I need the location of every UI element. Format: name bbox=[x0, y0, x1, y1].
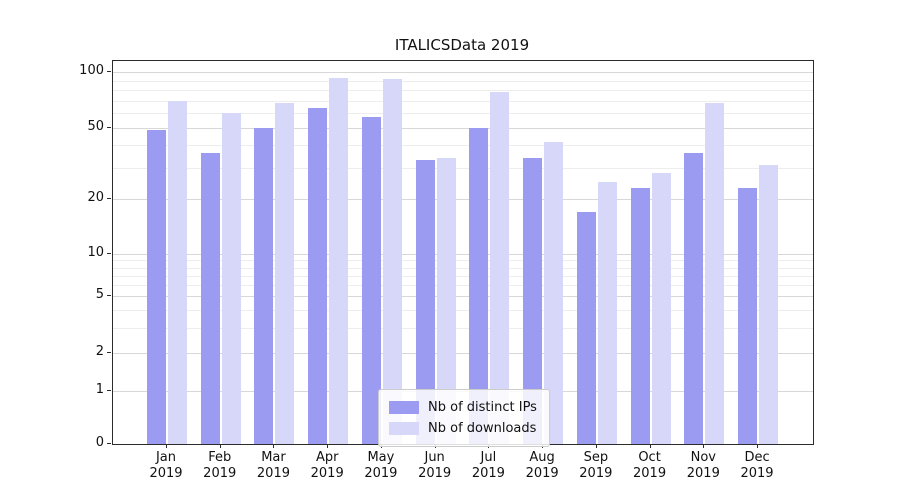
legend-entry-distinct-ips: Nb of distinct IPs bbox=[389, 397, 537, 418]
x-tick-label-sep: Sep 2019 bbox=[579, 450, 613, 481]
y-tick-label: 100 bbox=[79, 63, 104, 79]
x-tick-label-jan: Jan 2019 bbox=[149, 450, 183, 481]
legend-label-downloads: Nb of downloads bbox=[428, 421, 537, 436]
y-tick-mark bbox=[107, 253, 111, 255]
bar-downloads-feb bbox=[221, 113, 241, 444]
bar-downloads-nov bbox=[705, 103, 725, 444]
x-tick-mark bbox=[327, 444, 329, 448]
x-tick-label-aug: Aug 2019 bbox=[525, 450, 559, 481]
minor-gridline bbox=[113, 113, 813, 115]
bar-distinct-ips-nov bbox=[684, 153, 704, 444]
bar-downloads-apr bbox=[329, 77, 349, 444]
x-tick-label-feb: Feb 2019 bbox=[203, 450, 237, 481]
legend-entry-downloads: Nb of downloads bbox=[389, 418, 537, 439]
y-tick-label: 0 bbox=[95, 435, 104, 450]
x-tick-mark bbox=[166, 444, 167, 448]
y-tick-label: 5 bbox=[95, 287, 104, 303]
bar-downloads-sep bbox=[597, 181, 617, 444]
minor-gridline bbox=[113, 80, 813, 82]
major-gridline bbox=[113, 296, 813, 298]
y-tick-mark bbox=[107, 127, 111, 129]
y-tick-label: 1 bbox=[95, 382, 104, 398]
bar-downloads-jun bbox=[436, 157, 456, 444]
major-gridline bbox=[113, 128, 813, 130]
bar-distinct-ips-apr bbox=[308, 108, 328, 444]
x-tick-mark bbox=[703, 444, 705, 448]
legend: Nb of distinct IPs Nb of downloads bbox=[378, 389, 550, 447]
x-tick-label-apr: Apr 2019 bbox=[310, 450, 344, 481]
y-tick-mark bbox=[107, 71, 111, 73]
x-tick-label-may: May 2019 bbox=[364, 450, 398, 481]
legend-swatch-downloads bbox=[389, 422, 419, 435]
bar-distinct-ips-sep bbox=[576, 211, 596, 444]
minor-gridline bbox=[113, 167, 813, 169]
y-tick-mark bbox=[107, 390, 111, 392]
minor-gridline bbox=[113, 90, 813, 92]
minor-gridline bbox=[113, 285, 813, 287]
minor-gridline bbox=[113, 309, 813, 311]
bar-downloads-mar bbox=[275, 103, 295, 444]
y-tick-label: 10 bbox=[87, 245, 104, 261]
major-gridline bbox=[113, 198, 813, 200]
bar-distinct-ips-aug bbox=[523, 157, 543, 444]
legend-swatch-distinct-ips bbox=[389, 401, 419, 414]
bar-distinct-ips-oct bbox=[630, 188, 650, 444]
minor-gridline bbox=[113, 327, 813, 329]
bar-distinct-ips-feb bbox=[200, 153, 220, 444]
y-tick-mark bbox=[107, 443, 111, 444]
minor-gridline bbox=[113, 100, 813, 102]
bar-downloads-may bbox=[382, 78, 402, 444]
y-tick-mark bbox=[107, 295, 111, 297]
x-tick-mark bbox=[595, 444, 597, 448]
minor-gridline bbox=[113, 260, 813, 262]
minor-gridline bbox=[113, 275, 813, 277]
major-gridline bbox=[113, 254, 813, 256]
major-gridline bbox=[113, 72, 813, 74]
x-tick-label-dec: Dec 2019 bbox=[740, 450, 774, 481]
x-tick-mark bbox=[219, 444, 221, 448]
bar-downloads-oct bbox=[651, 172, 671, 444]
bar-distinct-ips-mar bbox=[254, 128, 274, 444]
bar-distinct-ips-jun bbox=[415, 160, 435, 444]
bar-distinct-ips-may bbox=[361, 117, 381, 444]
bar-distinct-ips-dec bbox=[738, 188, 758, 444]
x-tick-label-nov: Nov 2019 bbox=[686, 450, 720, 481]
bar-downloads-jan bbox=[168, 100, 187, 444]
plot-area: Nb of distinct IPs Nb of downloads bbox=[112, 60, 814, 447]
y-tick-label: 50 bbox=[87, 119, 104, 135]
y-tick-mark bbox=[107, 351, 111, 353]
minor-gridline bbox=[113, 145, 813, 147]
bar-downloads-dec bbox=[759, 164, 779, 444]
y-tick-mark bbox=[107, 197, 111, 199]
bar-distinct-ips-jan bbox=[147, 129, 166, 444]
x-tick-label-jun: Jun 2019 bbox=[418, 450, 452, 481]
x-tick-label-jul: Jul 2019 bbox=[471, 450, 505, 481]
x-tick-mark bbox=[649, 444, 651, 448]
minor-gridline bbox=[113, 267, 813, 269]
x-tick-mark bbox=[273, 444, 275, 448]
bar-downloads-aug bbox=[544, 141, 564, 444]
y-tick-label: 20 bbox=[87, 189, 104, 205]
chart-title: ITALICSData 2019 bbox=[394, 36, 530, 54]
major-gridline bbox=[113, 352, 813, 354]
legend-label-distinct-ips: Nb of distinct IPs bbox=[428, 400, 537, 415]
x-tick-mark bbox=[757, 444, 759, 448]
x-tick-label-oct: Oct 2019 bbox=[633, 450, 667, 481]
bar-distinct-ips-jul bbox=[469, 128, 489, 444]
y-tick-label: 2 bbox=[95, 343, 104, 359]
x-tick-label-mar: Mar 2019 bbox=[256, 450, 290, 481]
bar-downloads-jul bbox=[490, 92, 510, 444]
